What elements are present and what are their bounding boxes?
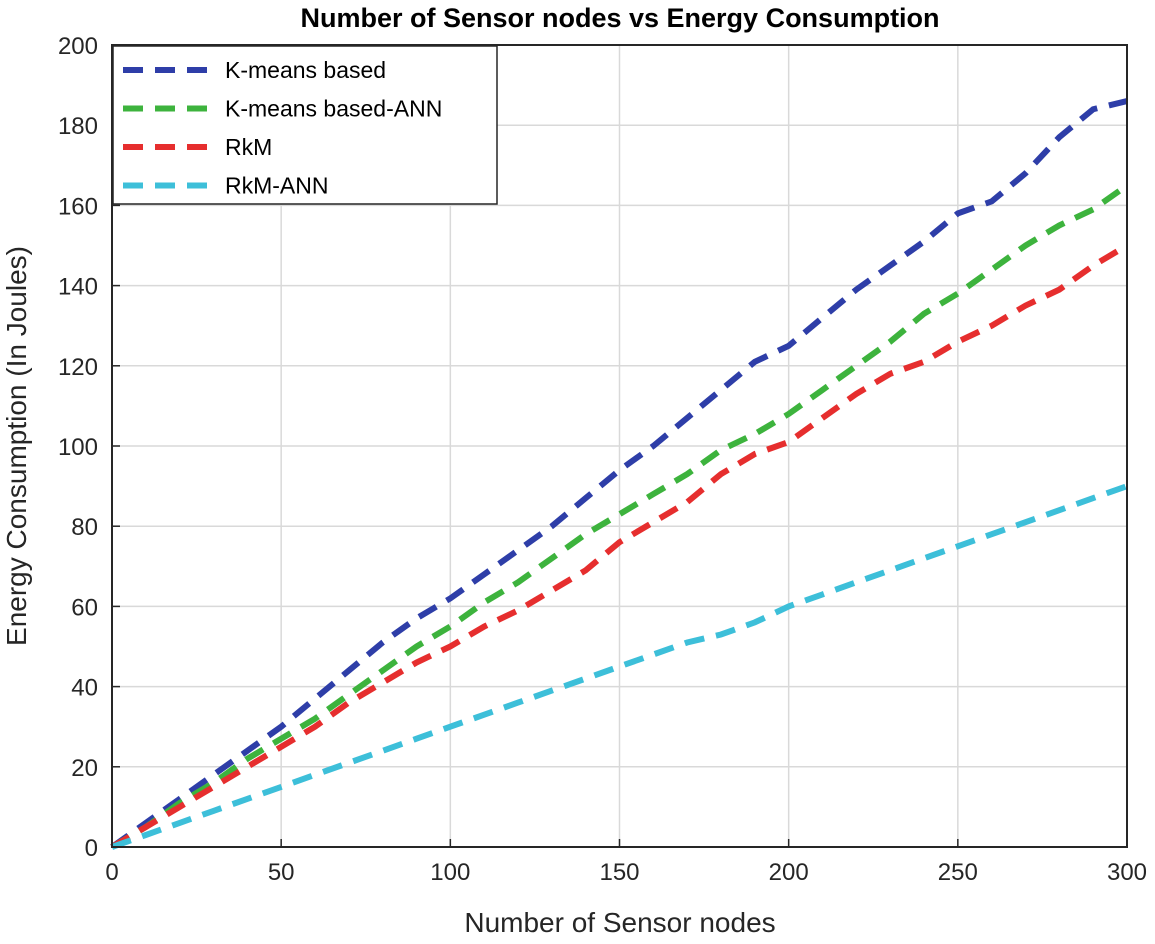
tick-labels: 0 50 100 150 200 250 300 0 20 40 60 80 100 120 140 160 1… bbox=[58, 33, 1147, 886]
chart-title: Number of Sensor nodes vs Energy Consump… bbox=[300, 3, 939, 33]
x-tick-label: 250 bbox=[938, 859, 978, 886]
series-line-1 bbox=[110, 98, 1128, 850]
legend: K-means based K-means based-ANN RkM RkM-ANN bbox=[112, 45, 498, 205]
x-tick-label: 50 bbox=[268, 859, 295, 886]
x-tick-label: 100 bbox=[430, 859, 470, 886]
legend-label: K-means based bbox=[225, 57, 386, 83]
y-tick-label: 200 bbox=[58, 33, 98, 60]
series-lines bbox=[110, 98, 1129, 850]
y-axis-label: Energy Consumption (In Joules) bbox=[1, 246, 32, 646]
y-tick-label: 0 bbox=[85, 835, 98, 862]
series-line-3 bbox=[110, 242, 1129, 850]
legend-label: K-means based-ANN bbox=[225, 96, 442, 122]
series-line-4 bbox=[110, 483, 1129, 850]
y-tick-label: 160 bbox=[58, 193, 98, 220]
x-tick-label: 200 bbox=[769, 859, 809, 886]
x-tick-label: 150 bbox=[599, 859, 639, 886]
y-tick-label: 80 bbox=[71, 514, 98, 541]
y-tick-label: 60 bbox=[71, 594, 98, 621]
legend-label: RkM bbox=[225, 134, 272, 160]
y-tick-label: 40 bbox=[71, 675, 98, 702]
y-tick-label: 20 bbox=[71, 755, 98, 782]
y-tick-label: 120 bbox=[58, 354, 98, 381]
x-axis-label: Number of Sensor nodes bbox=[464, 907, 775, 938]
series-line-2 bbox=[110, 182, 1129, 850]
legend-box bbox=[112, 45, 498, 205]
legend-label: RkM-ANN bbox=[225, 173, 329, 199]
y-tick-label: 140 bbox=[58, 274, 98, 301]
y-tick-label: 180 bbox=[58, 113, 98, 140]
x-tick-label: 300 bbox=[1107, 859, 1147, 886]
x-tick-label: 0 bbox=[105, 859, 118, 886]
y-tick-label: 100 bbox=[58, 434, 98, 461]
